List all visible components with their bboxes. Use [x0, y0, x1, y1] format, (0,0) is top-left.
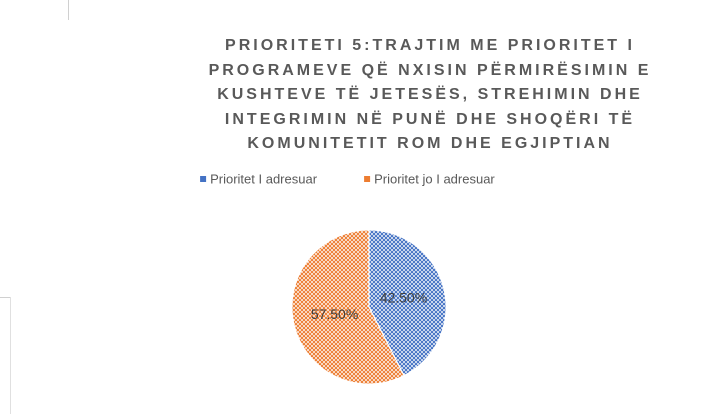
pie-slice: [291, 229, 405, 385]
pie-slice: [368, 229, 447, 377]
legend-swatch: [200, 176, 207, 182]
data-label: 42.50%: [380, 289, 427, 305]
chart-title: PRIORITETI 5:TRAJTIM ME PRIORITET I PROG…: [208, 37, 652, 152]
data-label: 57.50%: [311, 306, 358, 322]
legend: Prioritet I adresuar Prioritet jo I adres…: [200, 171, 495, 186]
legend-swatch: [364, 176, 371, 182]
legend-label: Prioritet jo I adresuar: [374, 171, 495, 186]
legend-label: Prioritet I adresuar: [210, 171, 318, 186]
